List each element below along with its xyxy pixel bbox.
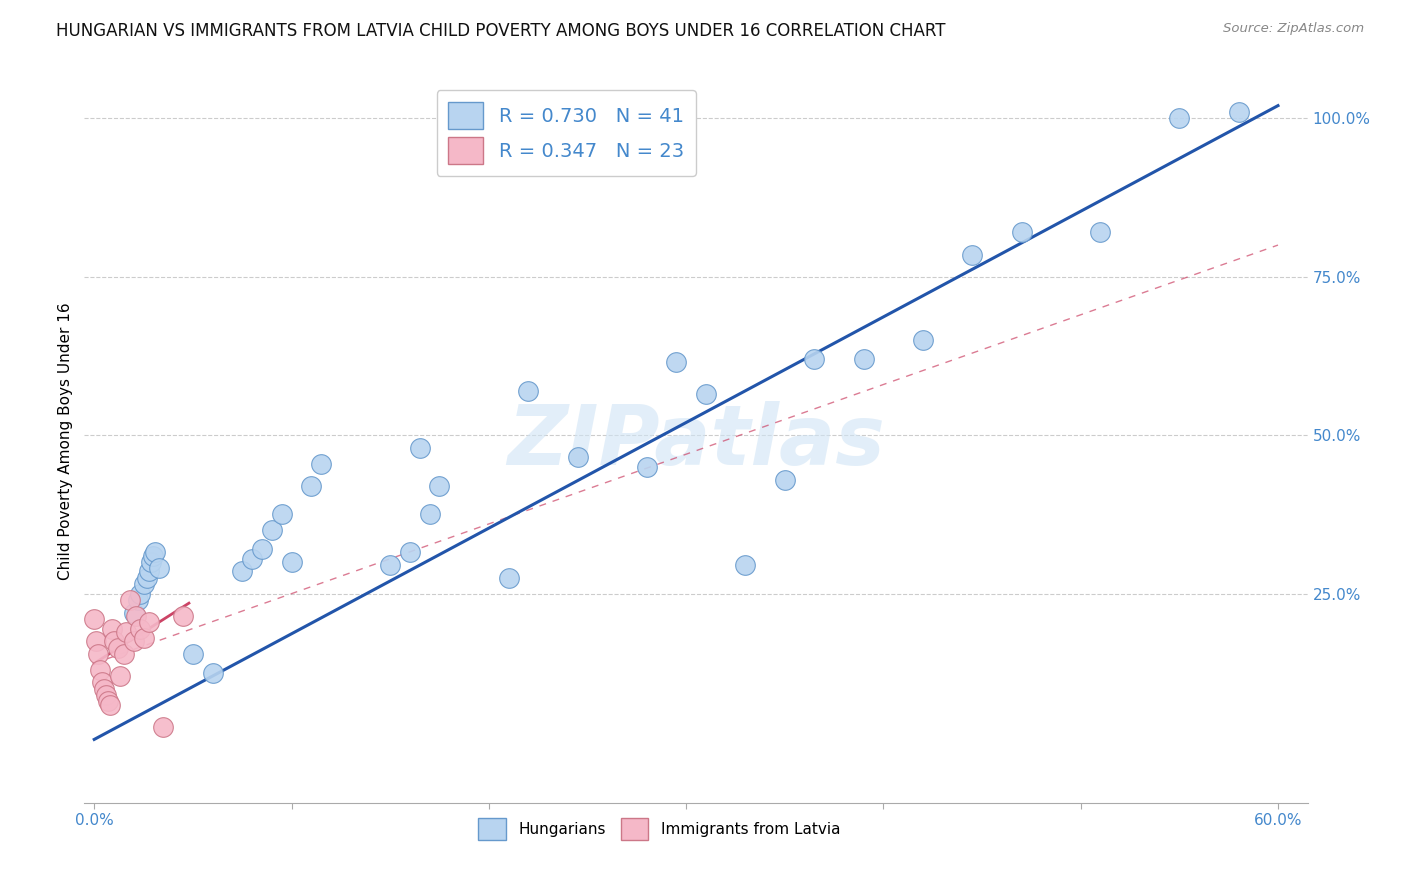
Point <box>498 571 520 585</box>
Point <box>636 459 658 474</box>
Point <box>83 612 105 626</box>
Point <box>122 606 145 620</box>
Y-axis label: Child Poverty Among Boys Under 16: Child Poverty Among Boys Under 16 <box>58 302 73 581</box>
Point <box>270 508 292 522</box>
Point <box>960 247 983 261</box>
Point <box>1090 226 1112 240</box>
Point <box>124 608 146 623</box>
Point <box>419 508 441 522</box>
Point <box>108 669 131 683</box>
Point <box>380 558 402 573</box>
Point <box>911 333 934 347</box>
Point <box>142 549 165 563</box>
Point <box>803 352 825 367</box>
Point <box>567 450 589 465</box>
Point <box>1011 226 1033 240</box>
Point <box>1168 112 1191 126</box>
Point <box>94 688 117 702</box>
Point <box>172 608 194 623</box>
Point <box>91 675 114 690</box>
Point <box>107 640 129 655</box>
Point <box>280 555 302 569</box>
Point <box>250 542 273 557</box>
Text: HUNGARIAN VS IMMIGRANTS FROM LATVIA CHILD POVERTY AMONG BOYS UNDER 16 CORRELATIO: HUNGARIAN VS IMMIGRANTS FROM LATVIA CHIL… <box>56 22 946 40</box>
Point <box>1227 105 1250 120</box>
Point <box>409 441 432 455</box>
Point <box>260 523 283 537</box>
Point <box>141 555 163 569</box>
Point <box>773 473 796 487</box>
Point <box>429 479 451 493</box>
Point <box>87 647 110 661</box>
Point <box>98 698 121 712</box>
Point <box>103 634 125 648</box>
Legend: Hungarians, Immigrants from Latvia: Hungarians, Immigrants from Latvia <box>472 812 846 846</box>
Point <box>517 384 540 398</box>
Point <box>118 593 141 607</box>
Point <box>231 565 253 579</box>
Point <box>122 634 145 648</box>
Point <box>112 647 135 661</box>
Point <box>132 631 155 645</box>
Point <box>138 565 160 579</box>
Point <box>132 577 155 591</box>
Point <box>309 457 332 471</box>
Point <box>128 622 150 636</box>
Point <box>93 681 115 696</box>
Point <box>152 720 174 734</box>
Point <box>101 622 124 636</box>
Point <box>201 665 224 680</box>
Point <box>97 694 120 708</box>
Point <box>145 545 167 559</box>
Point <box>127 593 149 607</box>
Point <box>852 352 875 367</box>
Text: Source: ZipAtlas.com: Source: ZipAtlas.com <box>1223 22 1364 36</box>
Text: ZIPatlas: ZIPatlas <box>508 401 884 482</box>
Point <box>84 634 107 648</box>
Point <box>240 551 263 566</box>
Point <box>181 647 204 661</box>
Point <box>128 587 150 601</box>
Point <box>665 355 688 369</box>
Point <box>399 545 422 559</box>
Point <box>299 479 322 493</box>
Point <box>89 663 111 677</box>
Point <box>695 387 717 401</box>
Point <box>136 571 159 585</box>
Point <box>138 615 160 630</box>
Point <box>148 561 170 575</box>
Point <box>114 624 136 639</box>
Point <box>734 558 756 573</box>
